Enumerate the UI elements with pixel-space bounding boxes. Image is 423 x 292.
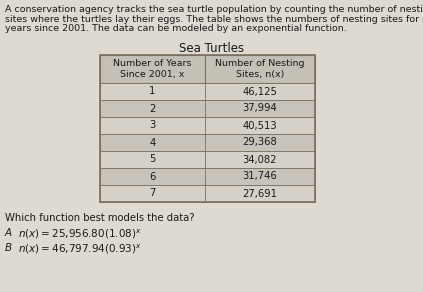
Bar xyxy=(100,83,315,100)
Text: 4: 4 xyxy=(149,138,156,147)
Text: 7: 7 xyxy=(149,189,156,199)
Text: $n(x) = 46{,}797.94(0.93)^x$: $n(x) = 46{,}797.94(0.93)^x$ xyxy=(18,243,142,256)
Bar xyxy=(100,151,315,168)
Text: 5: 5 xyxy=(149,154,156,164)
Text: 37,994: 37,994 xyxy=(243,103,277,114)
Text: 2: 2 xyxy=(149,103,156,114)
Text: 1: 1 xyxy=(149,86,156,96)
Text: B: B xyxy=(5,243,12,253)
Text: 31,746: 31,746 xyxy=(243,171,277,182)
Text: Number of Years
Since 2001, x: Number of Years Since 2001, x xyxy=(113,59,192,79)
Text: 6: 6 xyxy=(149,171,156,182)
Bar xyxy=(100,168,315,185)
Text: Sea Turtles: Sea Turtles xyxy=(179,42,244,55)
Text: 3: 3 xyxy=(149,121,156,131)
Bar xyxy=(100,55,315,202)
Text: Which function best models the data?: Which function best models the data? xyxy=(5,213,195,223)
Bar xyxy=(100,100,315,117)
Text: 29,368: 29,368 xyxy=(243,138,277,147)
Text: A conservation agency tracks the sea turtle population by counting the number of: A conservation agency tracks the sea tur… xyxy=(5,5,423,14)
Text: years since 2001. The data can be modeled by an exponential function.: years since 2001. The data can be modele… xyxy=(5,24,347,33)
Bar xyxy=(100,185,315,202)
Text: sites where the turtles lay their eggs. The table shows the numbers of nesting s: sites where the turtles lay their eggs. … xyxy=(5,15,423,23)
Bar xyxy=(100,117,315,134)
Text: Number of Nesting
Sites, n(x): Number of Nesting Sites, n(x) xyxy=(215,59,305,79)
Text: 27,691: 27,691 xyxy=(242,189,277,199)
Text: 40,513: 40,513 xyxy=(243,121,277,131)
Text: A: A xyxy=(5,228,12,238)
Bar xyxy=(100,55,315,83)
Text: 34,082: 34,082 xyxy=(243,154,277,164)
Text: $n(x) = 25{,}956.80(1.08)^x$: $n(x) = 25{,}956.80(1.08)^x$ xyxy=(18,228,142,241)
Bar xyxy=(100,134,315,151)
Text: 46,125: 46,125 xyxy=(242,86,277,96)
